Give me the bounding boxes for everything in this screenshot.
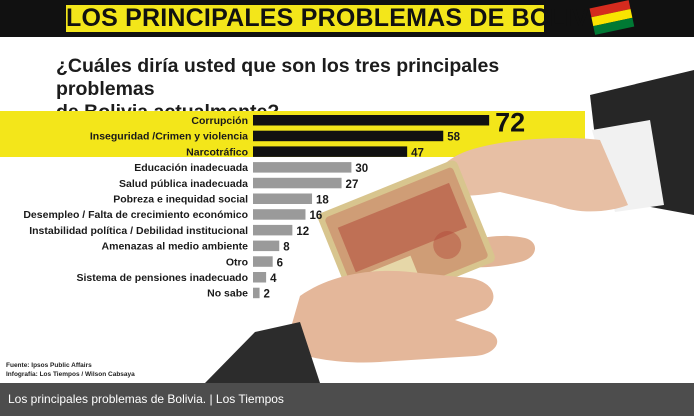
bar (253, 287, 260, 299)
hand-upper (436, 138, 628, 212)
bar (253, 272, 267, 283)
bolivia-flag-icon (589, 0, 635, 35)
value-label: 18 (316, 195, 329, 207)
bar (253, 146, 408, 157)
value-label: 12 (296, 226, 309, 238)
category-label: Inseguridad /Crimen y violencia (90, 131, 248, 143)
bar (253, 177, 342, 189)
infographic-title: LOS PRINCIPALES PROBLEMAS DE BOLIVIA (66, 4, 615, 32)
infographic: LOS PRINCIPALES PROBLEMAS DE BOLIVIA ¿Cu… (0, 0, 694, 383)
flag-stripe-yellow (591, 8, 633, 27)
bar (253, 256, 273, 267)
value-label: 27 (346, 179, 359, 191)
category-label: Pobreza e inequidad social (113, 194, 248, 206)
category-label: Instabilidad política / Debilidad instit… (29, 225, 248, 237)
flag-stripe-green (593, 17, 635, 35)
bar (253, 240, 280, 252)
category-label: Desempleo / Falta de crecimiento económi… (23, 209, 248, 221)
bar-series: Corrupción 72 Inseguridad /Crimen y violen… (23, 108, 525, 301)
credit-line: Infografía: Los Tiempos / Wilson Cabsaya (6, 370, 135, 378)
value-label: 30 (355, 163, 368, 175)
bar (253, 209, 306, 220)
category-label: Educación inadecuada (134, 162, 248, 174)
category-label: Corrupción (191, 115, 248, 127)
category-label: Narcotráfico (186, 146, 248, 158)
bar (253, 224, 293, 236)
title-strip (66, 5, 544, 32)
bar-chart: Corrupción 72 Inseguridad /Crimen y violen… (23, 108, 525, 301)
value-label: 72 (495, 108, 525, 138)
hand-lower (285, 270, 498, 363)
category-label: Otro (226, 256, 248, 268)
category-label: Salud pública inadecuada (119, 178, 248, 190)
value-label: 16 (309, 210, 322, 222)
flag-stripe-red (589, 0, 631, 18)
bar (253, 130, 444, 142)
category-label: No sabe (207, 288, 248, 300)
suit-sleeve-lower (205, 322, 320, 383)
bar (253, 115, 490, 126)
value-label: 2 (264, 289, 270, 301)
bribe-hands-illustration (205, 70, 694, 383)
value-label: 47 (411, 147, 424, 159)
caption-bar: Los principales problemas de Bolivia. | … (0, 383, 694, 416)
source-credits: Fuente: Ipsos Public Affairs Infografía:… (6, 362, 135, 379)
category-label: Sistema de pensiones inadecuado (76, 272, 248, 284)
photo-caption: Los principales problemas de Bolivia. | … (8, 392, 284, 406)
bar (253, 193, 313, 204)
value-label: 4 (270, 273, 277, 285)
source-line: Fuente: Ipsos Public Affairs (6, 362, 92, 369)
category-label: Amenazas al medio ambiente (102, 241, 249, 253)
bar (253, 162, 352, 173)
question-line-1: ¿Cuáles diría usted que son los tres pri… (56, 55, 500, 100)
value-label: 6 (277, 257, 283, 269)
value-label: 8 (283, 242, 290, 254)
value-label: 58 (447, 132, 460, 144)
